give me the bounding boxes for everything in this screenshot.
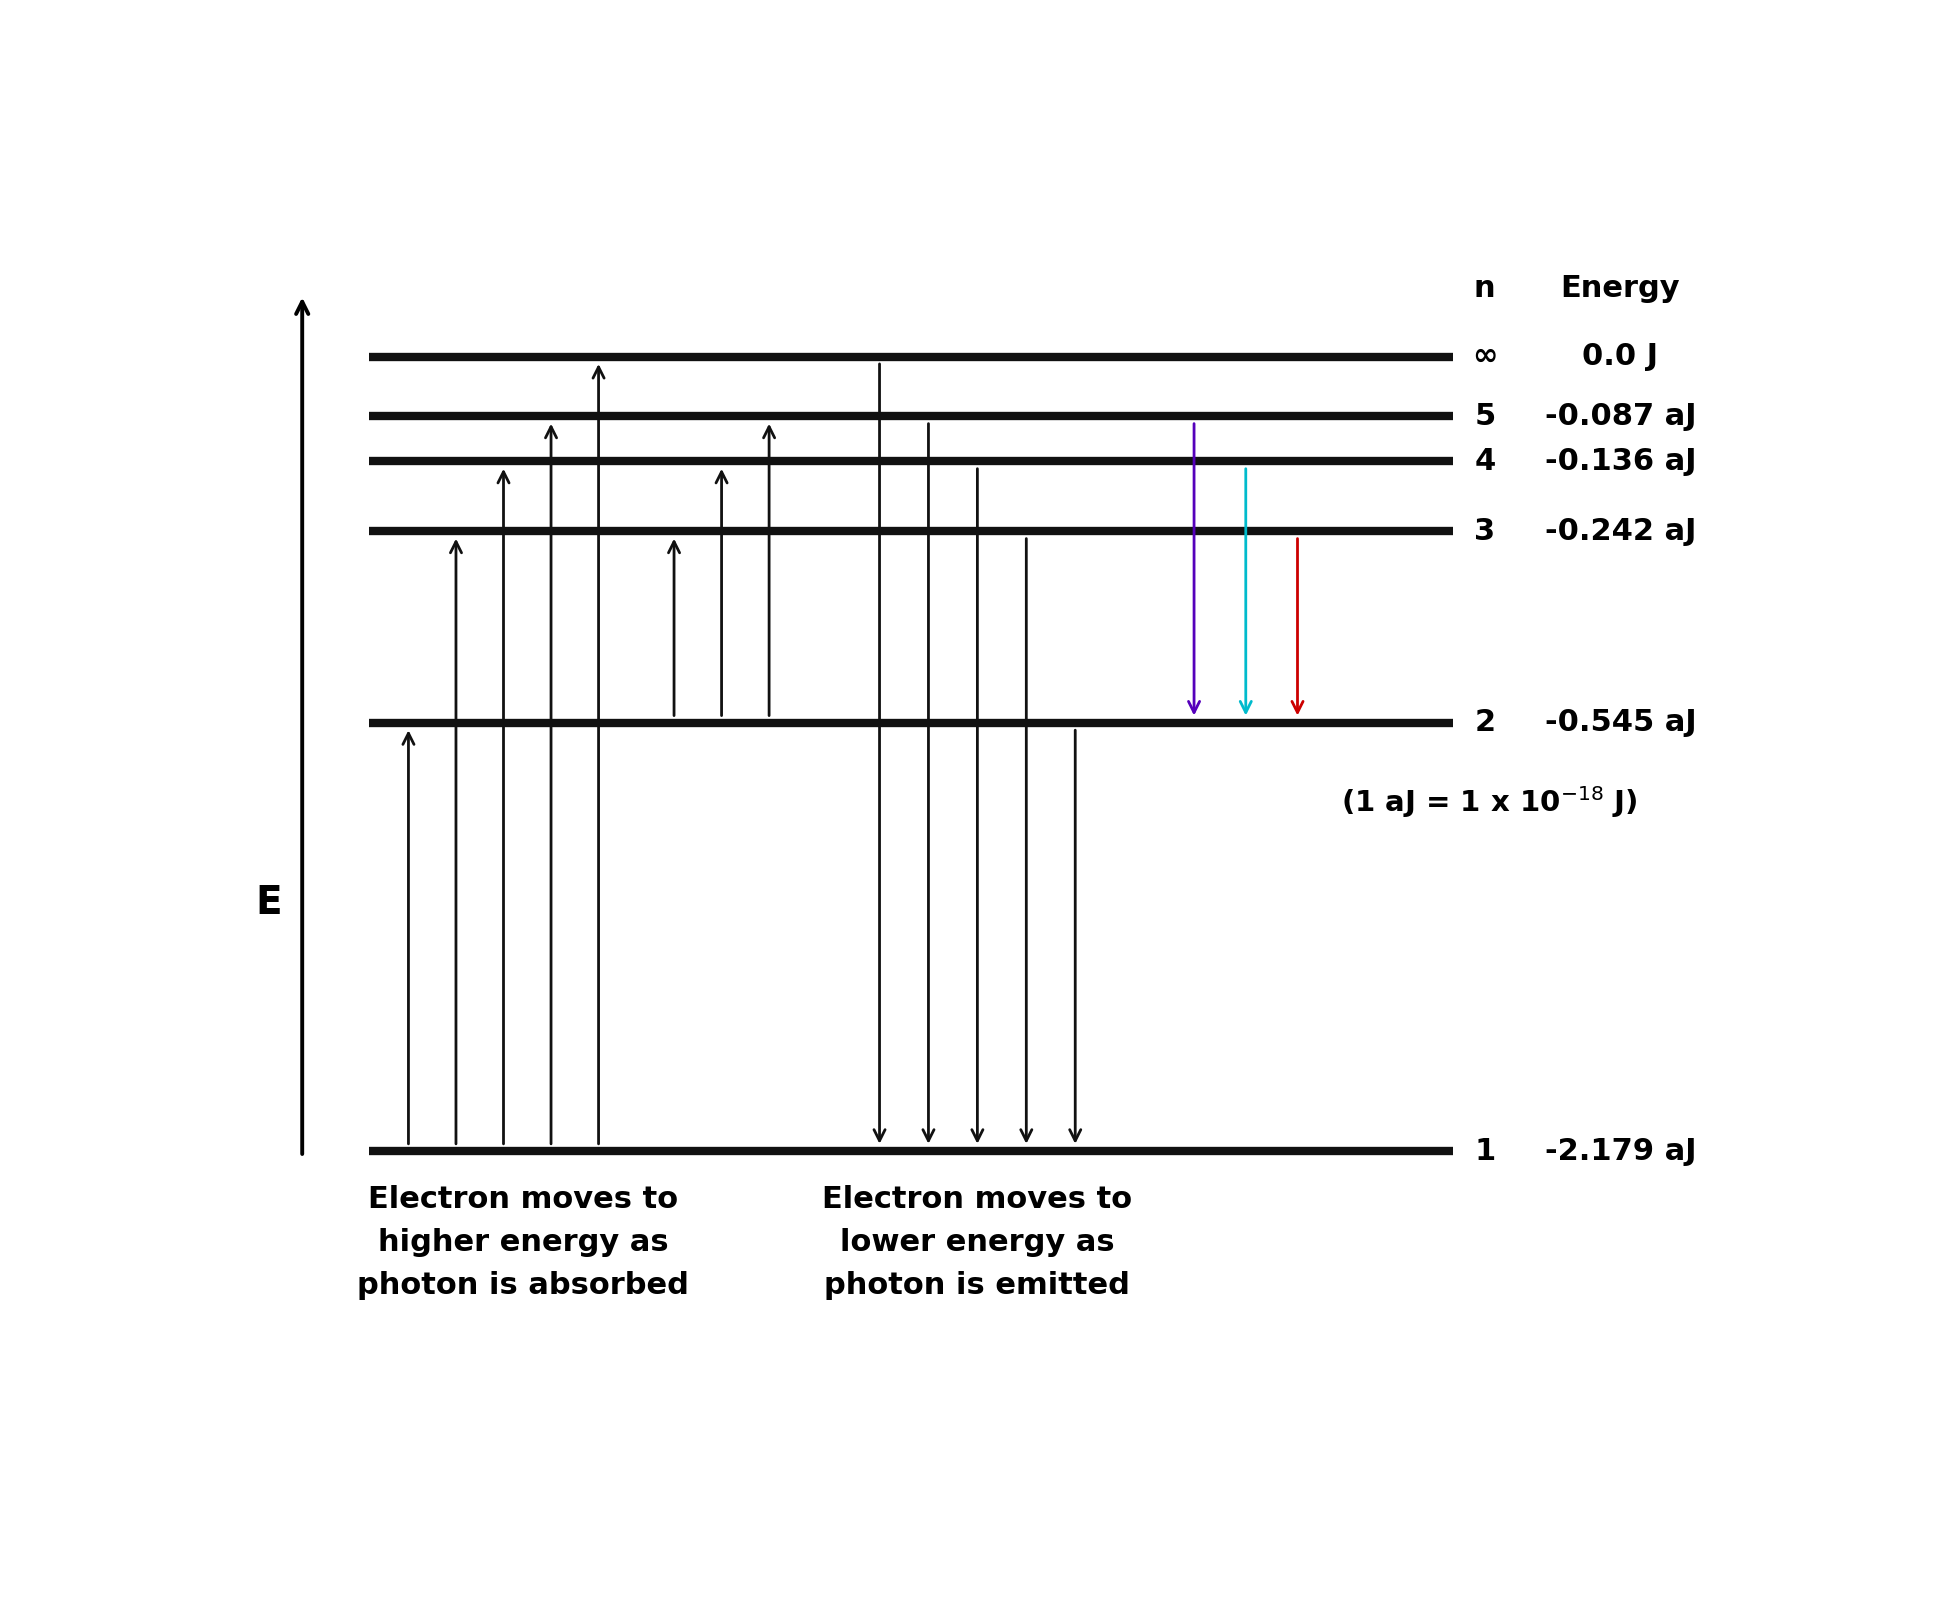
Text: 1: 1 — [1475, 1137, 1496, 1166]
Text: Energy: Energy — [1560, 274, 1681, 304]
Text: n: n — [1475, 274, 1496, 304]
Text: 3: 3 — [1475, 517, 1496, 546]
Text: 4: 4 — [1475, 448, 1496, 477]
Text: (1 aJ = 1 x 10$^{-18}$ J): (1 aJ = 1 x 10$^{-18}$ J) — [1340, 784, 1638, 819]
Text: -2.179 aJ: -2.179 aJ — [1545, 1137, 1697, 1166]
Text: -0.136 aJ: -0.136 aJ — [1545, 448, 1697, 477]
Text: -0.545 aJ: -0.545 aJ — [1545, 708, 1697, 737]
Text: ∞: ∞ — [1473, 341, 1498, 372]
Text: -0.242 aJ: -0.242 aJ — [1545, 517, 1697, 546]
Text: Electron moves to
lower energy as
photon is emitted: Electron moves to lower energy as photon… — [822, 1185, 1132, 1299]
Text: Electron moves to
higher energy as
photon is absorbed: Electron moves to higher energy as photo… — [356, 1185, 690, 1299]
Text: E: E — [255, 884, 282, 923]
Text: 2: 2 — [1475, 708, 1496, 737]
Text: 5: 5 — [1475, 402, 1496, 431]
Text: -0.087 aJ: -0.087 aJ — [1545, 402, 1697, 431]
Text: 0.0 J: 0.0 J — [1582, 341, 1658, 372]
